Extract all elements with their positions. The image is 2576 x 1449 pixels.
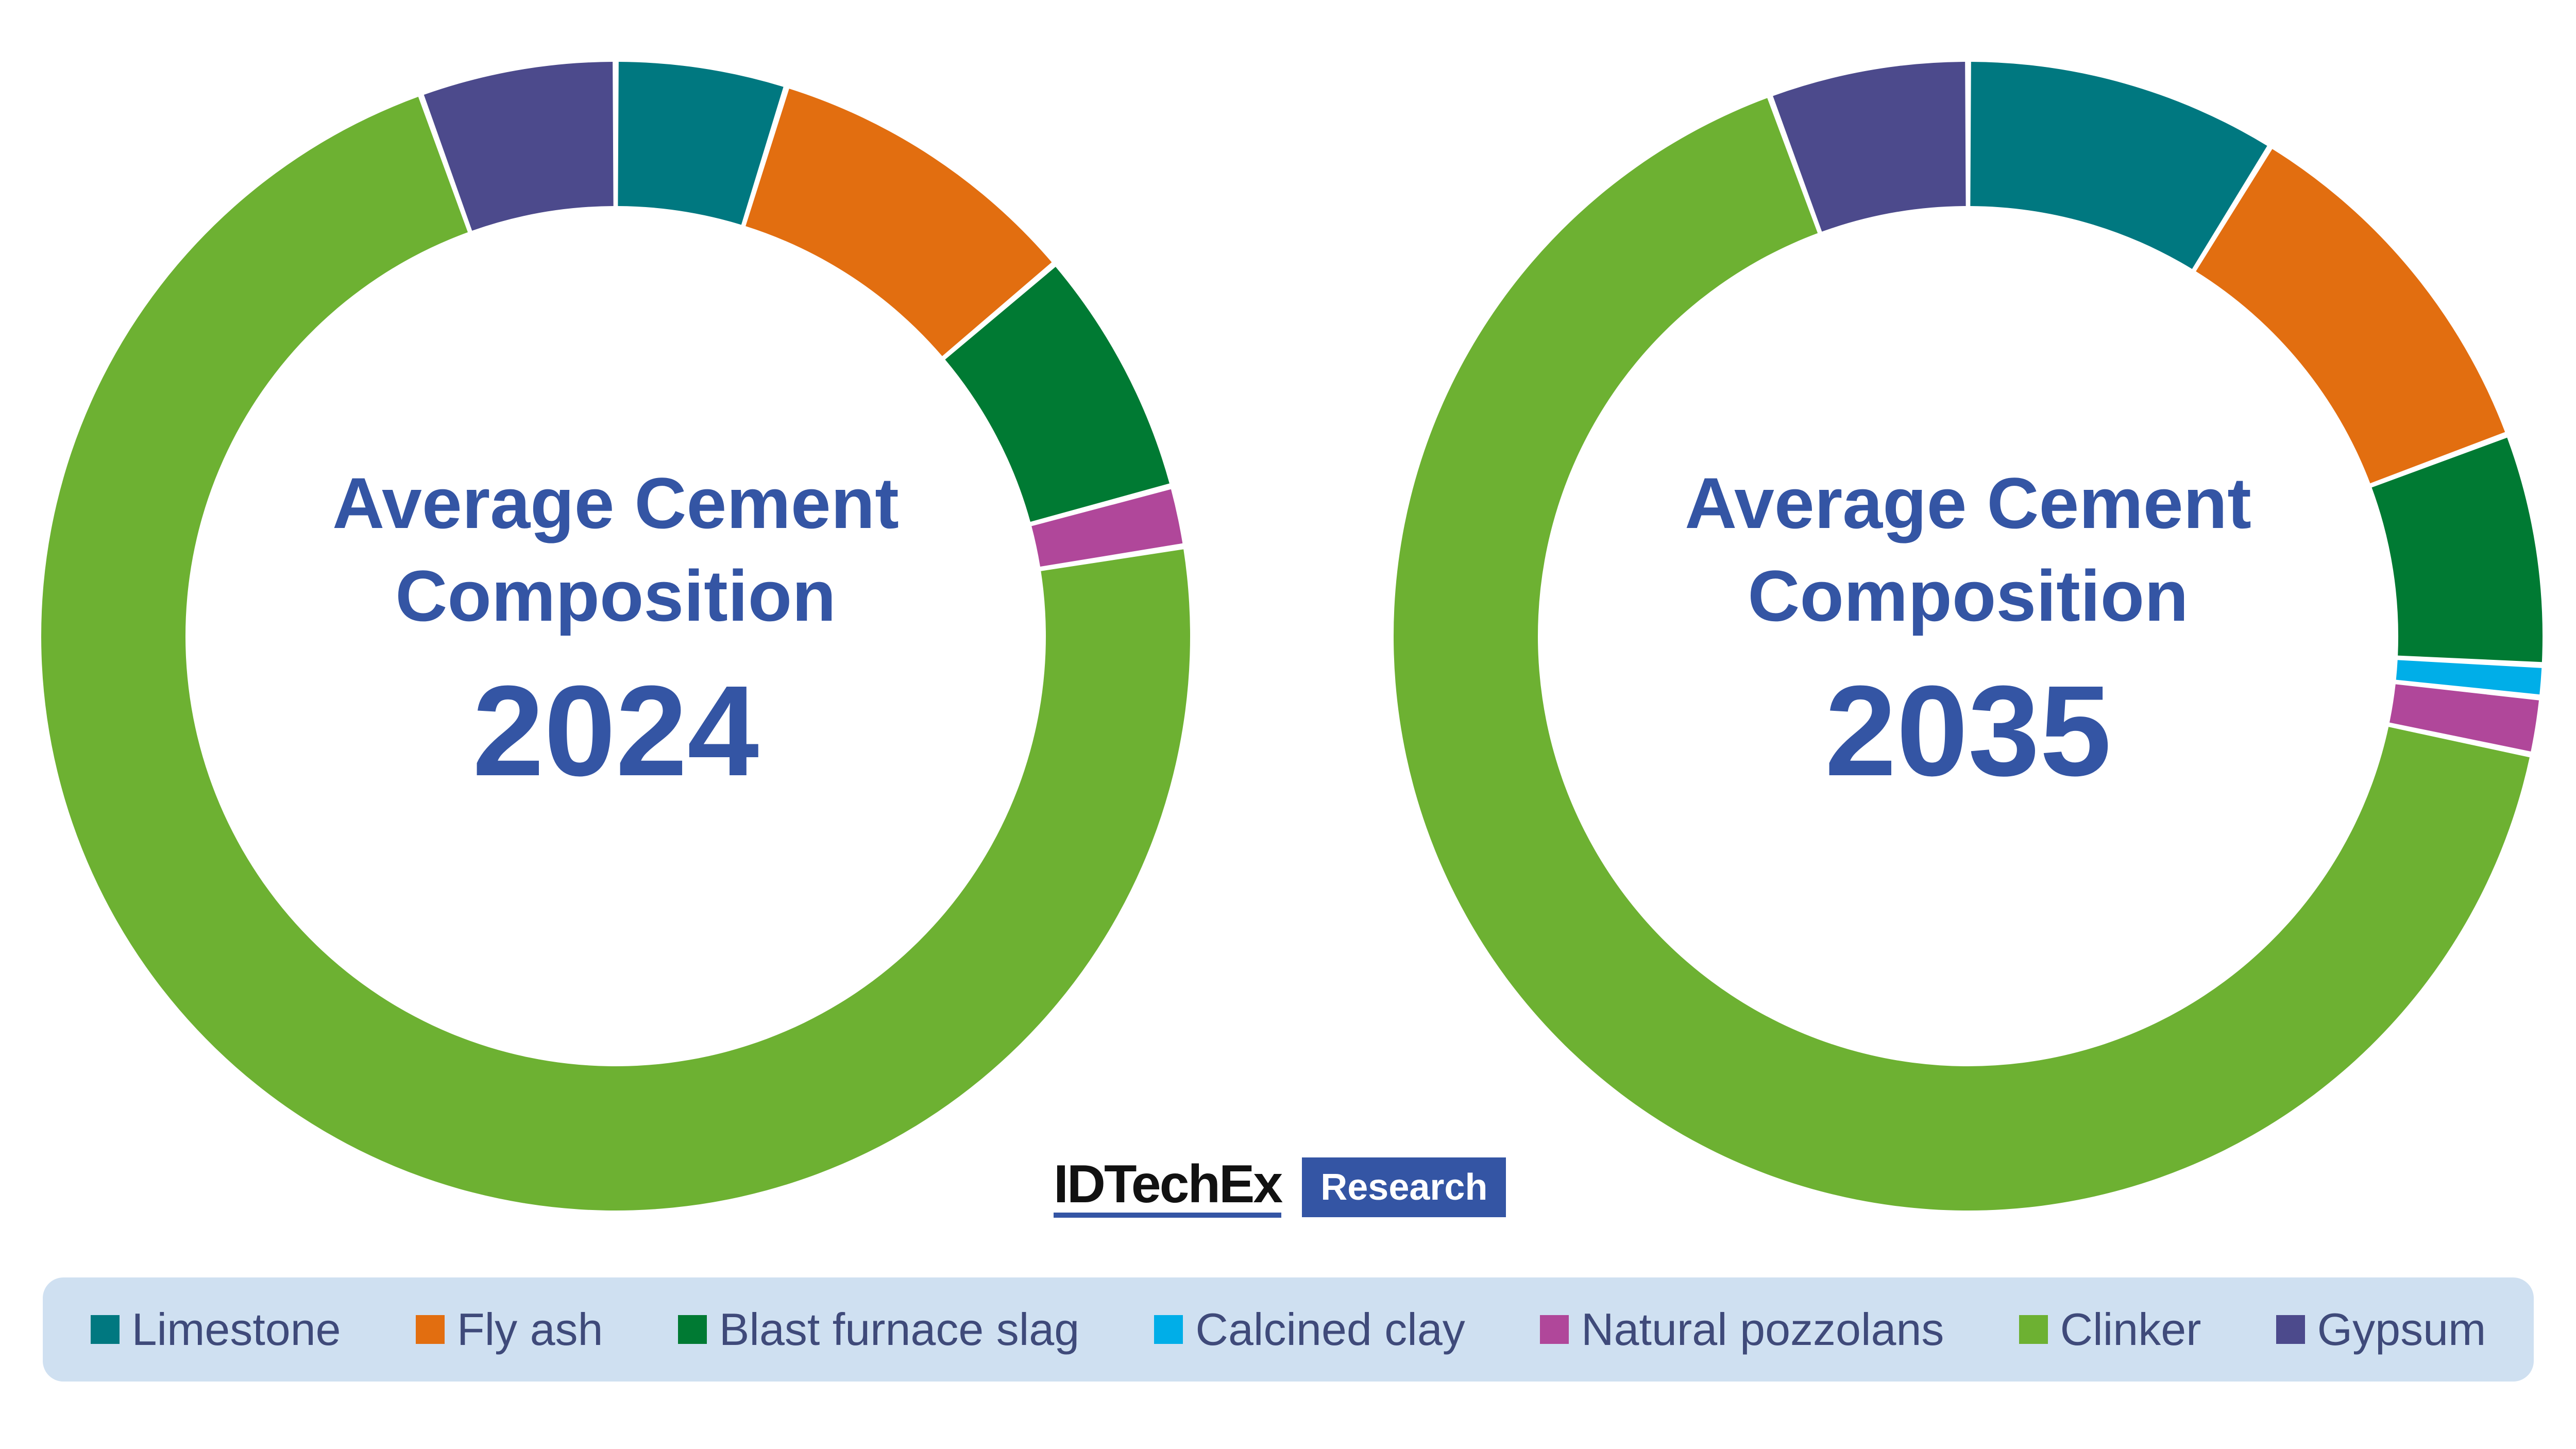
slice-2024-fly-ash — [745, 89, 1052, 356]
donut-title-2024-line-1: Average Cement — [332, 463, 899, 543]
slice-2024-natural-pozzolans — [1031, 489, 1183, 567]
legend-label-gypsum: Gypsum — [2317, 1304, 2486, 1355]
brand-name: IDTechEx — [1054, 1156, 1283, 1218]
slice-2035-fly-ash — [2196, 149, 2505, 484]
donut-chart-2024: Average Cement Composition 2024 — [41, 62, 1191, 1211]
legend-label-limestone: Limestone — [131, 1304, 341, 1355]
donut-chart-2035: Average Cement Composition 2035 — [1393, 62, 2543, 1211]
legend-swatch-natural-pozzolans — [1540, 1315, 1569, 1344]
legend-swatch-gypsum — [2276, 1315, 2305, 1344]
slice-2035-natural-pozzolans — [2389, 684, 2539, 752]
slice-2035-limestone — [1970, 62, 2267, 269]
legend-swatch-limestone — [90, 1315, 120, 1344]
legend-label-natural-pozzolans: Natural pozzolans — [1581, 1304, 1944, 1355]
donut-title-2035-line-1: Average Cement — [1685, 463, 2251, 543]
slice-2024-blast-furnace-slag — [945, 266, 1170, 522]
legend-swatch-fly-ash — [415, 1315, 445, 1344]
donut-year-2035: 2035 — [1825, 659, 2111, 803]
legend-item-fly-ash: Fly ash — [415, 1303, 603, 1356]
legend-swatch-blast-furnace-slag — [677, 1315, 707, 1344]
slice-2035-gypsum — [1773, 62, 1966, 232]
legend-item-clinker: Clinker — [2019, 1303, 2201, 1356]
slice-2024-gypsum — [423, 62, 614, 231]
brand-tag: Research — [1302, 1157, 1506, 1217]
legend-label-blast-furnace-slag: Blast furnace slag — [719, 1304, 1080, 1355]
idtechex-logo: IDTechEx Research — [1054, 1156, 1506, 1218]
legend-item-gypsum: Gypsum — [2276, 1303, 2486, 1356]
legend-item-limestone: Limestone — [90, 1303, 341, 1356]
legend-label-clinker: Clinker — [2060, 1304, 2201, 1355]
legend-item-calcined-clay: Calcined clay — [1154, 1303, 1465, 1356]
donut-title-2035-line-2: Composition — [1748, 555, 2188, 636]
legend-label-calcined-clay: Calcined clay — [1195, 1304, 1465, 1355]
slice-2024-limestone — [618, 62, 784, 225]
legend-label-fly-ash: Fly ash — [456, 1304, 603, 1355]
slice-2035-calcined-clay — [2396, 660, 2542, 695]
legend-item-blast-furnace-slag: Blast furnace slag — [677, 1303, 1080, 1356]
legend-item-natural-pozzolans: Natural pozzolans — [1540, 1303, 1944, 1356]
legend-swatch-clinker — [2019, 1315, 2048, 1344]
legend-swatch-calcined-clay — [1154, 1315, 1183, 1344]
donut-year-2024: 2024 — [472, 659, 759, 803]
slice-2035-blast-furnace-slag — [2371, 437, 2543, 662]
donut-title-2024-line-2: Composition — [395, 555, 836, 636]
chart-legend: Limestone Fly ash Blast furnace slag Cal… — [43, 1277, 2534, 1382]
